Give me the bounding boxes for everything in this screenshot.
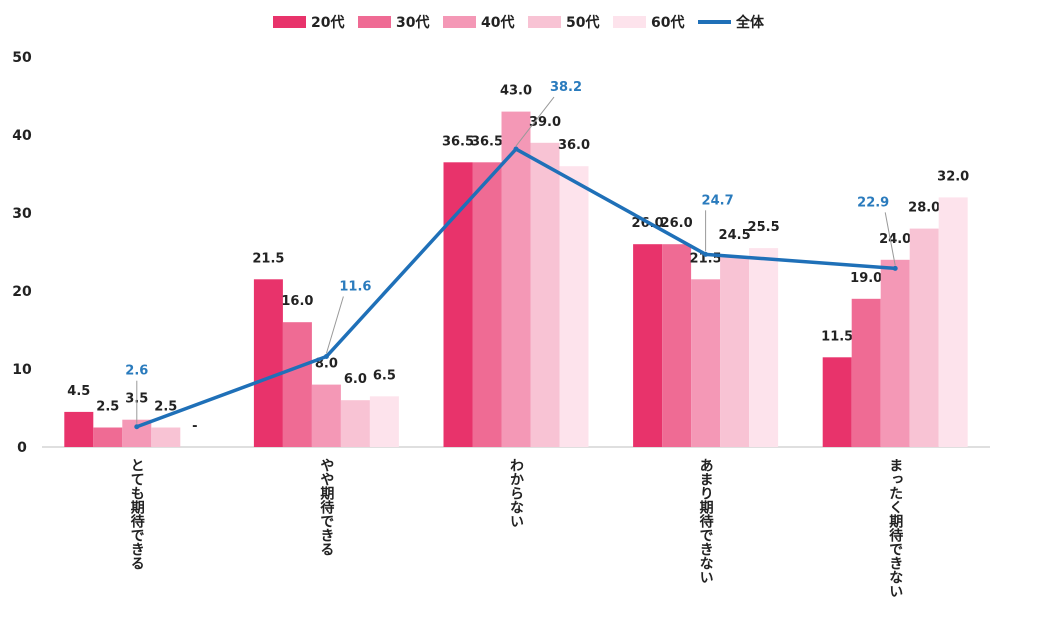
bar-value-label: 43.0	[500, 84, 532, 99]
total-leader-line	[325, 296, 344, 354]
bar	[720, 255, 750, 447]
bar	[311, 384, 341, 447]
total-point	[892, 265, 898, 271]
category-label: とても期待できる	[129, 458, 145, 570]
total-point	[323, 354, 329, 360]
y-tick-label: 0	[17, 440, 27, 456]
bar-value-label: 36.5	[442, 134, 474, 149]
legend-label: 全体	[735, 14, 765, 31]
bar-value-label: 19.0	[850, 271, 882, 286]
bar	[530, 142, 560, 448]
y-tick-label: 20	[12, 284, 32, 300]
bar	[633, 244, 663, 447]
total-point	[134, 424, 140, 430]
bar-value-label: 32.0	[937, 169, 969, 184]
bar-value-label: 2.5	[96, 400, 119, 415]
category-label: わからない	[508, 458, 524, 528]
bar-value-label: 39.0	[529, 115, 561, 130]
category-label: あまり期待できない	[698, 458, 714, 584]
bar-value-label: 24.0	[879, 232, 911, 247]
total-value-label: 22.9	[857, 195, 889, 210]
bar	[822, 357, 852, 447]
total-value-label: 11.6	[339, 280, 371, 295]
bar-value-label: 11.5	[821, 329, 853, 344]
bar-value-label: 16.0	[281, 294, 313, 309]
bar	[662, 244, 692, 447]
bar	[691, 279, 721, 447]
bar	[559, 166, 589, 447]
total-leader-line	[884, 212, 896, 266]
bar-value-label: 36.0	[558, 138, 590, 153]
y-tick-label: 30	[12, 206, 32, 222]
bar	[93, 427, 123, 447]
total-point	[703, 251, 709, 257]
total-value-label: 24.7	[702, 193, 734, 208]
total-value-label: 2.6	[125, 364, 148, 379]
category-label: まったく期待できない	[887, 458, 903, 598]
bar	[64, 411, 94, 447]
bar	[880, 259, 910, 447]
bar-value-label: 2.5	[154, 400, 177, 415]
bar	[749, 248, 779, 447]
bar	[472, 162, 502, 448]
bar	[851, 298, 881, 447]
bar-value-label: 6.5	[373, 368, 396, 383]
bar	[909, 228, 939, 447]
bar	[340, 400, 370, 447]
missing-value-label: -	[192, 419, 197, 434]
legend-swatch	[273, 16, 306, 28]
bar-value-label: 24.5	[719, 228, 751, 243]
bar	[501, 111, 531, 447]
legend-swatch	[443, 16, 476, 28]
bar-value-label: 28.0	[908, 201, 940, 216]
bar-value-label: 25.5	[748, 220, 780, 235]
bar-value-label: 4.5	[67, 384, 90, 399]
legend-swatch	[358, 16, 391, 28]
y-tick-label: 40	[12, 128, 32, 144]
legend-label: 20代	[311, 14, 344, 31]
bar	[369, 396, 399, 447]
legend-label: 40代	[481, 14, 514, 31]
bar	[253, 279, 283, 447]
bar	[151, 427, 181, 447]
legend-swatch	[528, 16, 561, 28]
bar	[938, 197, 968, 447]
total-leader-line	[515, 96, 555, 147]
legend-label: 60代	[651, 14, 684, 31]
y-tick-label: 10	[12, 362, 32, 378]
total-value-label: 38.2	[550, 80, 582, 95]
legend-label: 30代	[396, 14, 429, 31]
y-tick-label: 50	[12, 50, 32, 66]
legend-label: 50代	[566, 14, 599, 31]
bar-value-label: 26.0	[661, 216, 693, 231]
bar	[443, 162, 473, 448]
bar-value-label: 21.5	[252, 251, 284, 266]
bar-value-label: 36.5	[471, 134, 503, 149]
bar-value-label: 6.0	[344, 372, 367, 387]
total-point	[513, 146, 519, 152]
category-label: やや期待できる	[318, 458, 334, 556]
bar	[282, 322, 312, 447]
legend-swatch	[613, 16, 646, 28]
